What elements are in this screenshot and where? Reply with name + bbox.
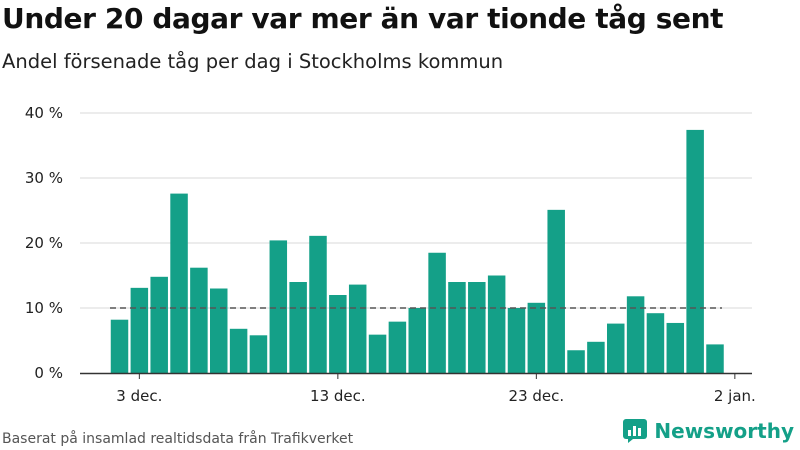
source-note: Baserat på insamlad realtidsdata från Tr… [2,431,354,447]
bar [289,282,307,373]
y-tick-label: 20 % [25,234,63,252]
x-tick-label: 3 dec. [116,387,162,405]
bar [706,344,724,373]
newsworthy-logo-icon [623,419,648,443]
bar [190,267,208,373]
bar [170,193,188,373]
x-tick-label: 2 jan. [714,387,756,405]
bar [150,276,168,373]
bar [547,209,565,373]
bar-chart: 0 % 10 % 20 % 30 % 40 % 3 dec. 13 dec. 23 dec. 2… [25,104,756,405]
bar [666,322,685,373]
bar [130,287,149,373]
bar [408,308,426,373]
chart-subtitle: Andel försenade tåg per dag i Stockholms… [2,50,504,73]
bar [567,350,585,373]
bar [428,252,446,373]
chart-title: Under 20 dagar var mer än var tionde tåg… [2,2,724,35]
bar [646,313,665,373]
x-tick-label: 13 dec. [310,387,366,405]
bar [587,341,605,373]
bar [249,335,268,373]
bar [110,319,129,373]
bar [309,235,327,373]
bar [210,288,228,373]
bar [686,129,704,373]
bar [229,328,248,373]
bar [468,282,486,373]
bar [448,282,466,373]
bar [348,284,367,373]
bar [388,321,407,373]
bar [487,275,506,373]
bar [607,323,625,373]
bar [507,308,526,373]
bar [626,296,645,373]
x-tick-label: 23 dec. [509,387,565,405]
brand-logo: Newsworthy [622,418,794,444]
y-tick-label: 10 % [25,299,63,317]
y-tick-label: 0 % [34,364,63,382]
bar [269,240,288,373]
brand-name: Newsworthy [654,419,794,443]
bar [329,295,347,373]
bar [527,302,546,373]
bar [368,334,387,373]
y-tick-label: 40 % [25,104,63,122]
y-tick-label: 30 % [25,169,63,187]
